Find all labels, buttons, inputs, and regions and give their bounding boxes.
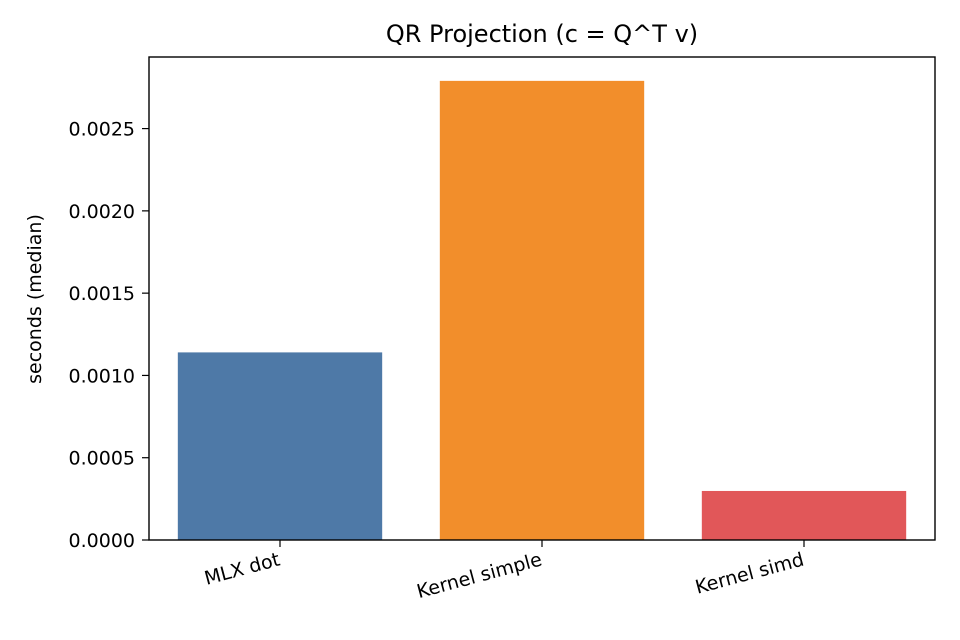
- x-ticks-group: MLX dot Kernel simple Kernel simd: [202, 540, 806, 603]
- y-ticks-group: 0.0000 0.0005 0.0010 0.0015 0.0020 0.0025: [69, 119, 149, 552]
- chart-title: QR Projection (c = Q^T v): [386, 20, 698, 48]
- y-tick-label: 0.0020: [69, 201, 135, 223]
- bar-kernel-simd: [701, 490, 907, 540]
- plot-frame: [148, 56, 936, 541]
- y-tick-label: 0.0000: [69, 530, 135, 552]
- x-tick-label: Kernel simd: [693, 549, 806, 599]
- y-tick-label: 0.0005: [69, 448, 135, 470]
- bar-mlx-dot: [177, 352, 383, 540]
- y-tick-label: 0.0025: [69, 119, 135, 141]
- y-axis-label: seconds (median): [24, 214, 46, 384]
- y-tick-label: 0.0010: [69, 365, 135, 387]
- y-tick-label: 0.0015: [69, 283, 135, 305]
- x-tick-label: Kernel simple: [415, 549, 545, 603]
- x-tick-label: MLX dot: [202, 549, 282, 590]
- bar-kernel-simple: [439, 80, 645, 541]
- bars-group: [177, 80, 907, 541]
